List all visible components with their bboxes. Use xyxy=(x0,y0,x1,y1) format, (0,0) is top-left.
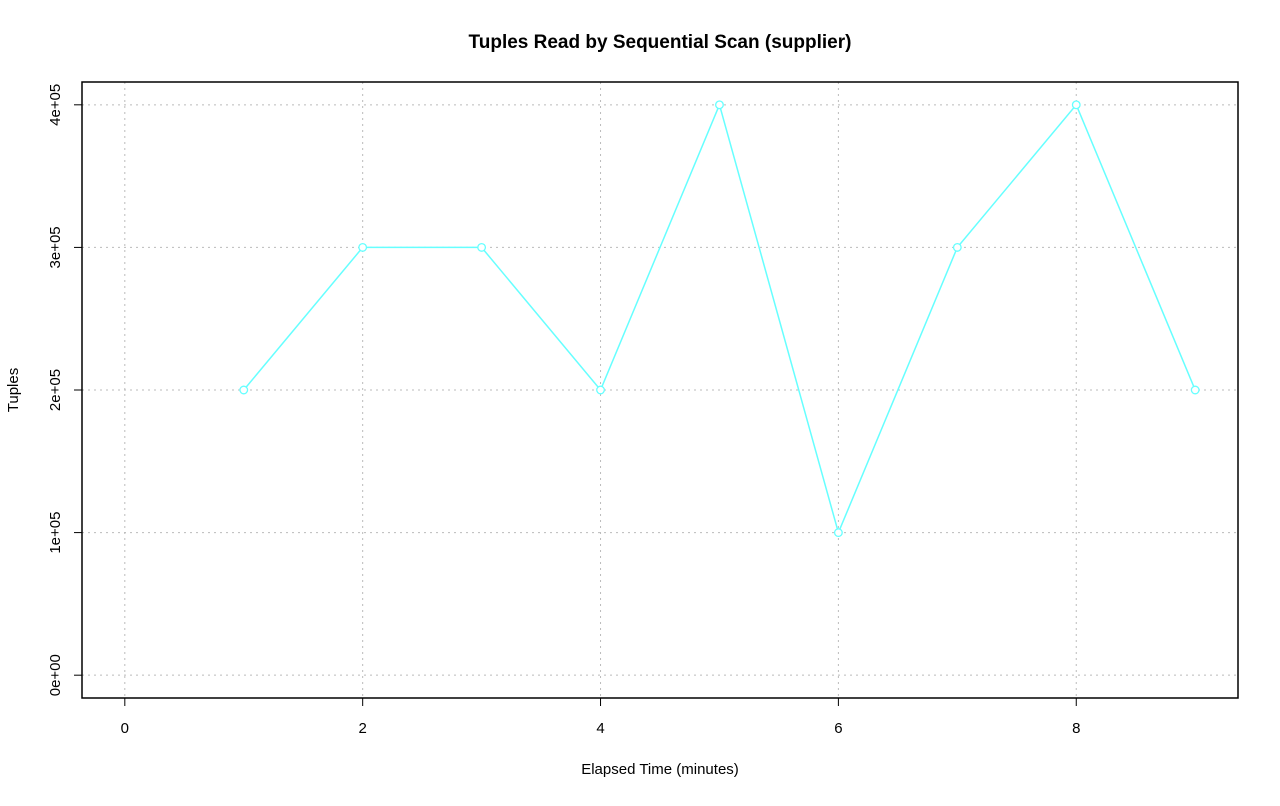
data-point xyxy=(477,242,487,252)
data-point xyxy=(715,100,724,110)
y-tick-label: 4e+05 xyxy=(47,84,64,126)
y-tick-label: 2e+05 xyxy=(47,369,64,411)
chart-title: Tuples Read by Sequential Scan (supplier… xyxy=(469,32,852,53)
x-tick-label: 6 xyxy=(834,720,842,737)
y-tick-label: 3e+05 xyxy=(47,226,64,268)
data-point xyxy=(239,385,249,395)
x-tick-label: 0 xyxy=(121,720,129,737)
x-tick-label: 8 xyxy=(1072,720,1080,737)
x-axis-label: Elapsed Time (minutes) xyxy=(581,761,739,778)
plot-frame xyxy=(81,81,1239,699)
data-point xyxy=(1190,385,1200,395)
data-point xyxy=(596,385,605,395)
y-tick-label: 0e+00 xyxy=(47,654,64,696)
data-point xyxy=(1071,100,1081,110)
data-point xyxy=(952,242,962,252)
series-line xyxy=(243,102,1196,535)
data-point xyxy=(833,528,843,538)
data-point xyxy=(358,242,368,252)
x-tick-label: 4 xyxy=(596,720,604,737)
y-tick-label: 1e+05 xyxy=(47,512,64,554)
x-tick-label: 2 xyxy=(359,720,367,737)
y-axis-label: Tuples xyxy=(5,368,22,412)
